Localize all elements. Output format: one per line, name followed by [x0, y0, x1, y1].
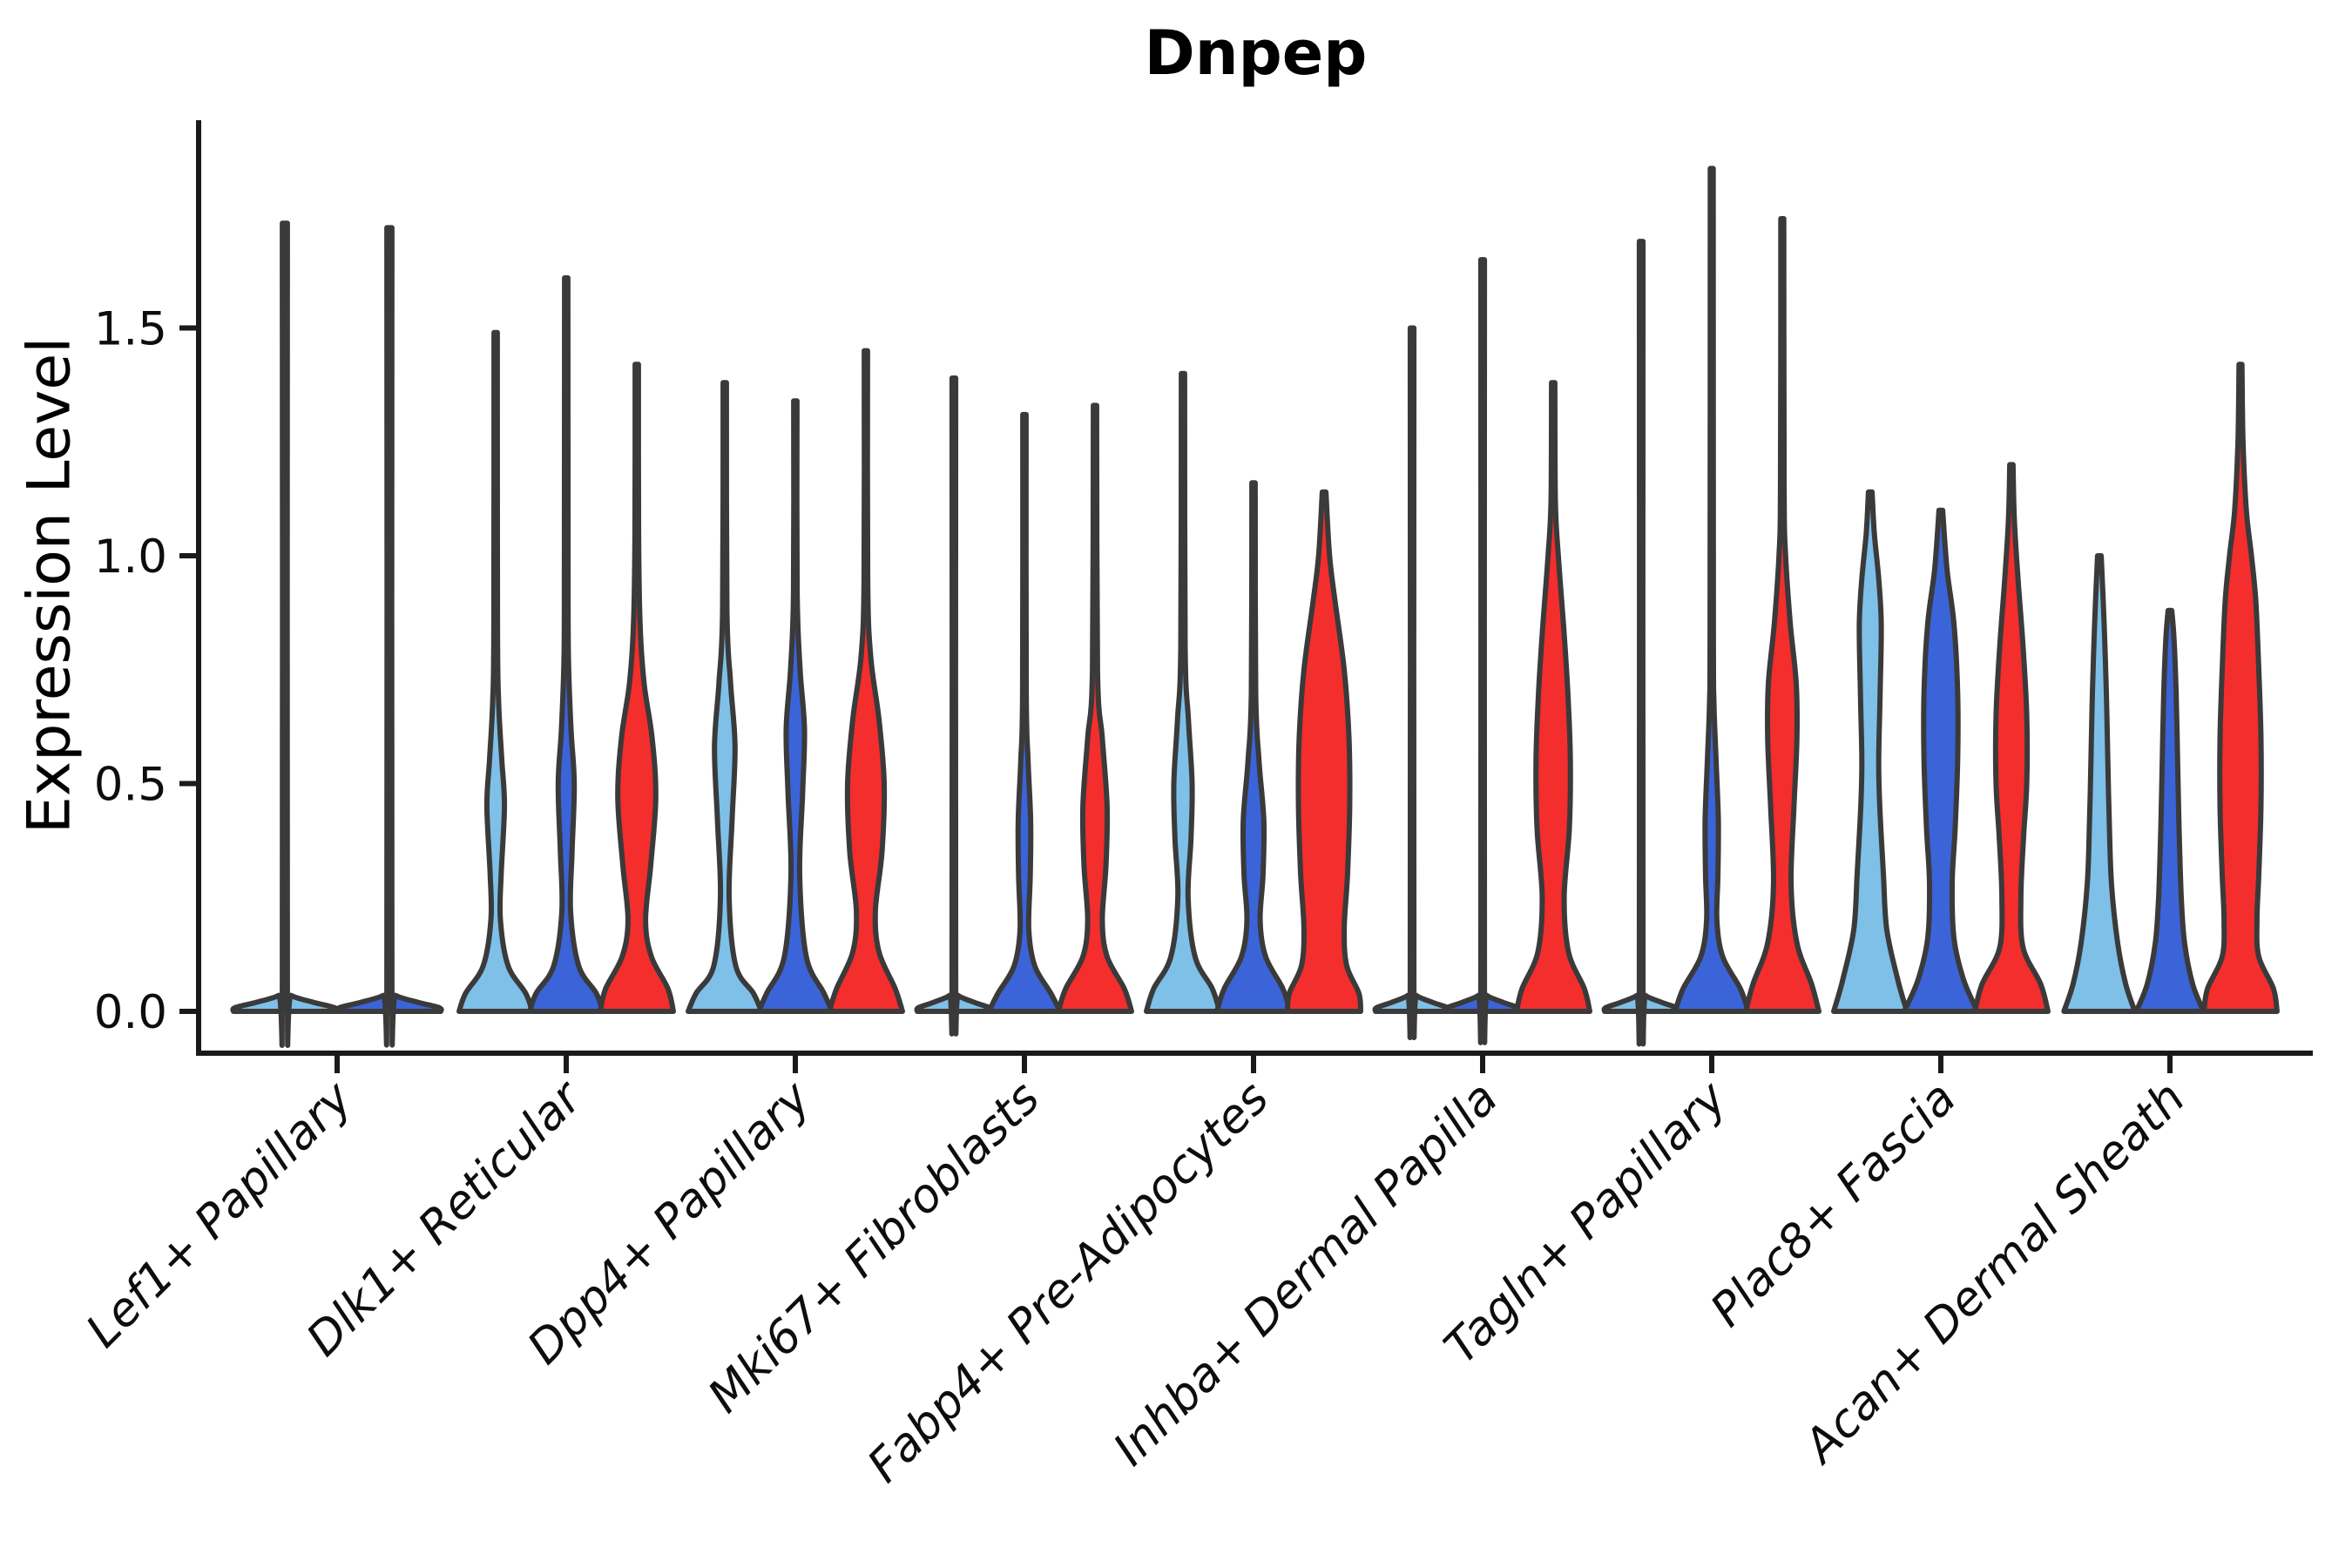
violin-mki67-fibroblasts-royal-blue	[986, 411, 1063, 1014]
violin-inhba-dermal-papilla-light-blue	[1372, 325, 1452, 1040]
violin-acan-dermal-sheath-red	[2201, 362, 2280, 1014]
violin-dlk1-reticular-red	[598, 362, 676, 1014]
x-tick-label-plac8-fascia: Plac8+ Fascia	[1700, 1071, 1966, 1337]
y-tick-label: 0.0	[94, 986, 167, 1039]
x-tick-label-fabp4-pre-adipocytes: Fabp4+ Pre-Adipocytes	[858, 1071, 1280, 1493]
violin-plac8-fascia-royal-blue	[1902, 507, 1980, 1014]
violin-dpp4-papillary-royal-blue	[756, 398, 835, 1014]
violin-dlk1-reticular-royal-blue	[527, 275, 605, 1014]
y-tick-label: 1.5	[94, 303, 167, 356]
y-tick-label: 0.5	[94, 759, 167, 812]
violin-acan-dermal-sheath-royal-blue	[2133, 607, 2207, 1014]
violin-fabp4-pre-adipocytes-light-blue	[1144, 370, 1222, 1014]
violin-plac8-fascia-light-blue	[1831, 489, 1909, 1014]
violin-mki67-fibroblasts-light-blue	[914, 375, 994, 1037]
violin-fabp4-pre-adipocytes-royal-blue	[1214, 480, 1293, 1014]
violin-lef1-papillary-light-blue	[230, 220, 340, 1048]
violin-inhba-dermal-papilla-red	[1514, 380, 1592, 1014]
violin-tagln-papillary-royal-blue	[1673, 166, 1751, 1014]
x-tick-label-inhba-dermal-papilla: Inhba+ Dermal Papilla	[1104, 1071, 1508, 1476]
violin-acan-dermal-sheath-light-blue	[2061, 553, 2138, 1014]
violin-dpp4-papillary-red	[827, 348, 905, 1014]
violin-plac8-fascia-red	[1972, 462, 2051, 1014]
chart-title: Dnpep	[1144, 17, 1368, 89]
violin-fabp4-pre-adipocytes-red	[1285, 489, 1363, 1014]
violin-dlk1-reticular-light-blue	[456, 329, 535, 1014]
violin-tagln-papillary-light-blue	[1601, 239, 1681, 1047]
violin-lef1-papillary-royal-blue	[335, 225, 444, 1048]
x-tick-label-acan-dermal-sheath: Acan+ Dermal Sheath	[1793, 1071, 2196, 1475]
violin-tagln-papillary-red	[1743, 216, 1821, 1014]
violin-inhba-dermal-papilla-royal-blue	[1443, 257, 1523, 1045]
y-tick-label: 1.0	[94, 531, 167, 584]
violin-dpp4-papillary-light-blue	[686, 380, 764, 1014]
violin-mki67-fibroblasts-red	[1056, 402, 1134, 1014]
